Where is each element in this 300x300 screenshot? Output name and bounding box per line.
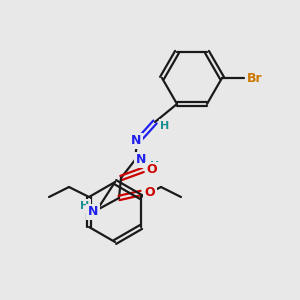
Text: O: O [145,187,155,200]
Text: Br: Br [247,71,263,85]
Text: H: H [80,201,90,211]
Text: O: O [147,164,157,176]
Text: N: N [136,154,146,166]
Text: N: N [131,134,141,148]
Text: N: N [88,206,98,218]
Text: H: H [160,121,169,131]
Text: H: H [150,161,160,171]
